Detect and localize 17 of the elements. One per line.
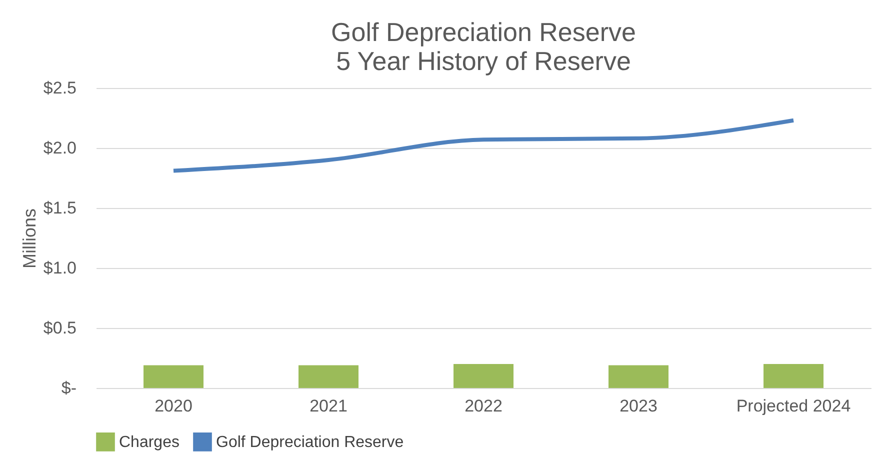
y-tick-label: $1.5 bbox=[43, 198, 76, 218]
y-tick-label: $- bbox=[61, 378, 76, 398]
chart-title: Golf Depreciation Reserve bbox=[331, 17, 636, 47]
y-axis-title: Millions bbox=[19, 208, 40, 269]
y-tick-label: $0.5 bbox=[43, 318, 76, 338]
x-tick-label: 2020 bbox=[154, 396, 192, 416]
y-tick-label: $1.0 bbox=[43, 258, 76, 278]
x-tick-label: 2023 bbox=[620, 396, 658, 416]
x-tick-label: 2022 bbox=[464, 396, 502, 416]
legend-label: Charges bbox=[119, 434, 180, 451]
legend-label: Golf Depreciation Reserve bbox=[216, 434, 404, 451]
line-series bbox=[172, 118, 796, 173]
chart-subtitle: 5 Year History of Reserve bbox=[336, 46, 631, 76]
y-tick-label: $2.5 bbox=[43, 78, 76, 98]
y-tick-label: $2.0 bbox=[43, 138, 76, 158]
x-tick-label: Projected 2024 bbox=[736, 396, 851, 416]
x-tick-label: 2021 bbox=[310, 396, 348, 416]
